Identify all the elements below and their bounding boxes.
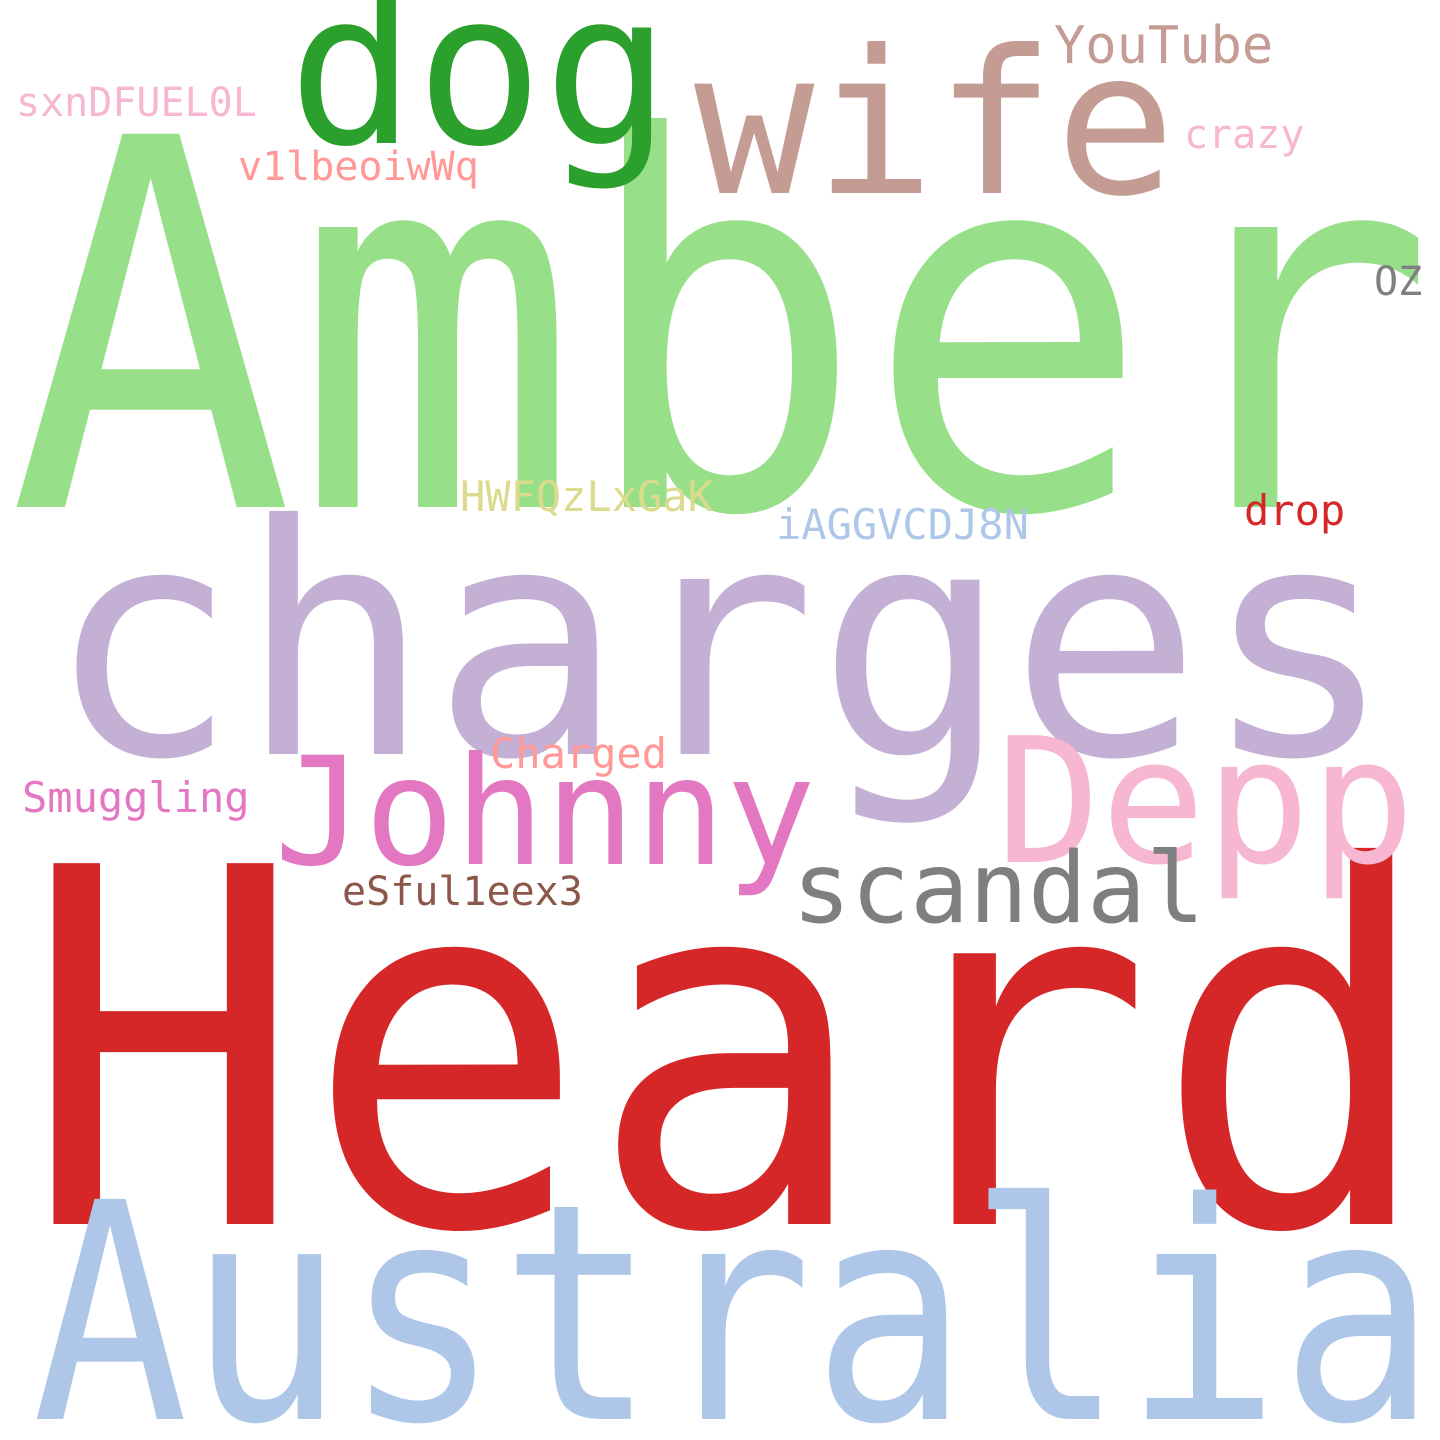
word-johnny: Johnny xyxy=(274,726,816,900)
word-scandal: scandal xyxy=(792,832,1206,946)
word-youtube: YouTube xyxy=(1054,16,1274,76)
word-sxndfuel0l: sxnDFUEL0L xyxy=(16,80,257,126)
word-wife: wife xyxy=(694,8,1176,241)
word-oz: OZ xyxy=(1374,259,1423,305)
word-drop: drop xyxy=(1244,486,1346,535)
word-charged: Charged xyxy=(490,729,668,778)
word-esful1eex3: eSful1eex3 xyxy=(342,869,583,915)
word-crazy: crazy xyxy=(1184,112,1305,158)
word-v1lbeoiwwq: v1lbeoiwWq xyxy=(238,144,479,190)
word-heard: Heard xyxy=(22,765,1437,1341)
word-australia: Australia xyxy=(32,1140,1437,1440)
word-charges: charges xyxy=(46,458,1395,830)
word-depp: Depp xyxy=(996,701,1416,904)
word-amber: Amber xyxy=(8,32,1437,628)
word-iaggvcdj8n: iAGGVCDJ8N xyxy=(776,500,1029,549)
word-dog: dog xyxy=(288,0,671,193)
word-smuggling: Smuggling xyxy=(22,773,250,822)
word-hwfqzlxgak: HWFQzLxGaK xyxy=(460,472,713,521)
